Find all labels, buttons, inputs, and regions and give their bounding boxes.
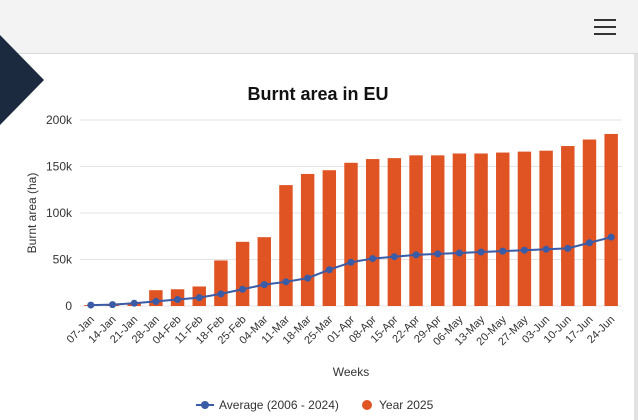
bar-year-2025[interactable] <box>409 155 423 306</box>
bar-year-2025[interactable] <box>539 150 553 306</box>
point-average[interactable] <box>260 281 268 289</box>
bar-year-2025[interactable] <box>496 152 510 306</box>
point-average[interactable] <box>585 239 593 247</box>
point-average[interactable] <box>87 301 95 309</box>
bar-year-2025[interactable] <box>257 237 272 306</box>
legend-label-average: Average (2006 - 2024) <box>219 398 339 412</box>
bar-year-2025[interactable] <box>430 155 445 306</box>
bar-year-2025[interactable] <box>235 241 250 306</box>
point-average[interactable] <box>477 248 485 256</box>
y-tick-label: 100k <box>46 206 73 220</box>
side-arrow-decoration <box>0 35 44 125</box>
bar-year-2025[interactable] <box>322 170 337 306</box>
bar-year-2025[interactable] <box>344 162 358 306</box>
point-average[interactable] <box>607 233 615 241</box>
bar-year-2025[interactable] <box>517 151 532 306</box>
bar-year-2025[interactable] <box>387 158 402 306</box>
legend-label-year-2025: Year 2025 <box>379 398 434 412</box>
bar-year-2025[interactable] <box>279 185 293 306</box>
point-average[interactable] <box>282 278 290 286</box>
point-average[interactable] <box>239 285 247 293</box>
bar-year-2025[interactable] <box>561 146 575 306</box>
bar-year-2025[interactable] <box>452 153 467 306</box>
point-average[interactable] <box>564 244 572 252</box>
bar-year-2025[interactable] <box>365 159 380 306</box>
point-average[interactable] <box>499 247 507 255</box>
point-average[interactable] <box>369 255 377 263</box>
point-average[interactable] <box>455 249 463 257</box>
point-average[interactable] <box>520 246 528 254</box>
point-average[interactable] <box>174 295 182 303</box>
legend-item-average[interactable]: Average (2006 - 2024) <box>196 398 339 412</box>
point-average[interactable] <box>390 253 398 261</box>
point-average[interactable] <box>217 290 225 298</box>
bar-year-2025[interactable] <box>604 133 618 306</box>
point-average[interactable] <box>325 266 333 274</box>
point-average[interactable] <box>152 297 160 305</box>
x-axis-label: Weeks <box>333 365 369 379</box>
bar-year-2025[interactable] <box>214 260 228 306</box>
scroll-edge <box>634 54 638 420</box>
bar-year-2025[interactable] <box>582 139 597 306</box>
hamburger-menu-icon[interactable] <box>592 16 618 38</box>
point-average[interactable] <box>542 245 550 253</box>
legend-item-year-2025[interactable]: Year 2025 <box>362 398 434 412</box>
bar-year-2025[interactable] <box>300 173 315 306</box>
point-average[interactable] <box>109 301 117 309</box>
top-bar <box>0 0 638 54</box>
point-average[interactable] <box>304 274 312 282</box>
y-tick-label: 200k <box>46 113 73 127</box>
y-axis-label: Burnt area (ha) <box>25 173 39 254</box>
y-tick-label: 0 <box>65 299 72 313</box>
chart-title: Burnt area in EU <box>247 84 388 104</box>
bar-year-2025[interactable] <box>474 153 488 306</box>
point-average[interactable] <box>195 294 203 302</box>
point-average[interactable] <box>412 251 420 259</box>
point-average[interactable] <box>347 258 355 266</box>
y-tick-label: 50k <box>53 253 73 267</box>
point-average[interactable] <box>130 299 138 307</box>
point-average[interactable] <box>434 250 442 258</box>
chart-legend: Average (2006 - 2024) Year 2025 <box>196 398 434 412</box>
y-tick-label: 150k <box>46 160 73 174</box>
